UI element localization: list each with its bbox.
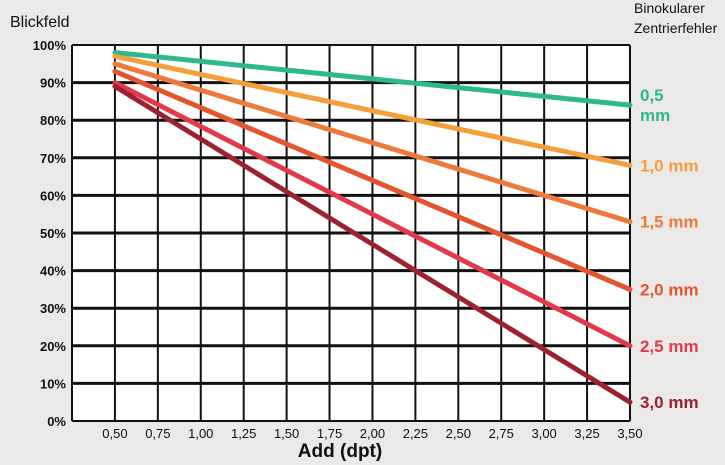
x-tick-label: 2,75 (489, 426, 514, 441)
series-line (112, 80, 633, 349)
x-axis-ticks: 0,50 0,75 1,00 1,25 1,50 1,75 2,00 2,25 2,50 2,75… (102, 426, 642, 441)
y-tick-label: 100% (33, 38, 67, 53)
legend-title-line-1: Binokularer (634, 0, 705, 16)
y-tick-label: 80% (40, 113, 66, 128)
x-tick-label: 0,75 (145, 426, 170, 441)
y-tick-label: 90% (40, 76, 66, 91)
series-line (112, 50, 633, 108)
series-labels: 0,5mm 1,0 mm 1,5 mm 2,0 mm 2,5 mm 3,0 mm (640, 86, 699, 412)
series-label: 2,0 mm (640, 280, 699, 299)
y-tick-label: 60% (40, 188, 66, 203)
x-tick-label: 2,25 (403, 426, 428, 441)
x-tick-label: 2,00 (360, 426, 385, 441)
x-tick-label: 2,50 (446, 426, 471, 441)
y-tick-label: 50% (40, 226, 66, 241)
series-label: 2,5 mm (640, 337, 699, 356)
x-tick-label: 1,50 (274, 426, 299, 441)
x-tick-label: 1,00 (188, 426, 213, 441)
y-tick-label: 0% (47, 414, 66, 429)
series-line (112, 53, 633, 168)
series-label: mm (640, 106, 670, 125)
series-label: 3,0 mm (640, 393, 699, 412)
x-tick-label: 1,25 (231, 426, 256, 441)
series-line (112, 83, 633, 405)
y-axis-ticks: 100% 90% 80% 70% 60% 50% 40% 30% 20% 10% 0% (33, 38, 67, 429)
series-line (112, 61, 633, 225)
series-label: 1,0 mm (640, 156, 699, 175)
series-lines (112, 50, 633, 405)
x-tick-label: 3,00 (531, 426, 556, 441)
x-tick-label: 3,25 (574, 426, 599, 441)
x-tick-label: 3,50 (617, 426, 642, 441)
series-label: 1,5 mm (640, 213, 699, 232)
y-tick-label: 20% (40, 339, 66, 354)
x-tick-label: 1,75 (317, 426, 342, 441)
y-tick-label: 30% (40, 301, 66, 316)
series-label: 0,5 (640, 86, 664, 105)
y-tick-label: 40% (40, 264, 66, 279)
y-tick-label: 70% (40, 151, 66, 166)
y-tick-label: 10% (40, 376, 66, 391)
y-axis-title: Blickfeld (10, 14, 70, 31)
legend-title-line-2: Zentrierfehler (634, 20, 718, 36)
x-axis-title: Add (dpt) (298, 441, 382, 462)
x-tick-label: 0,50 (102, 426, 127, 441)
series-line (112, 68, 633, 292)
